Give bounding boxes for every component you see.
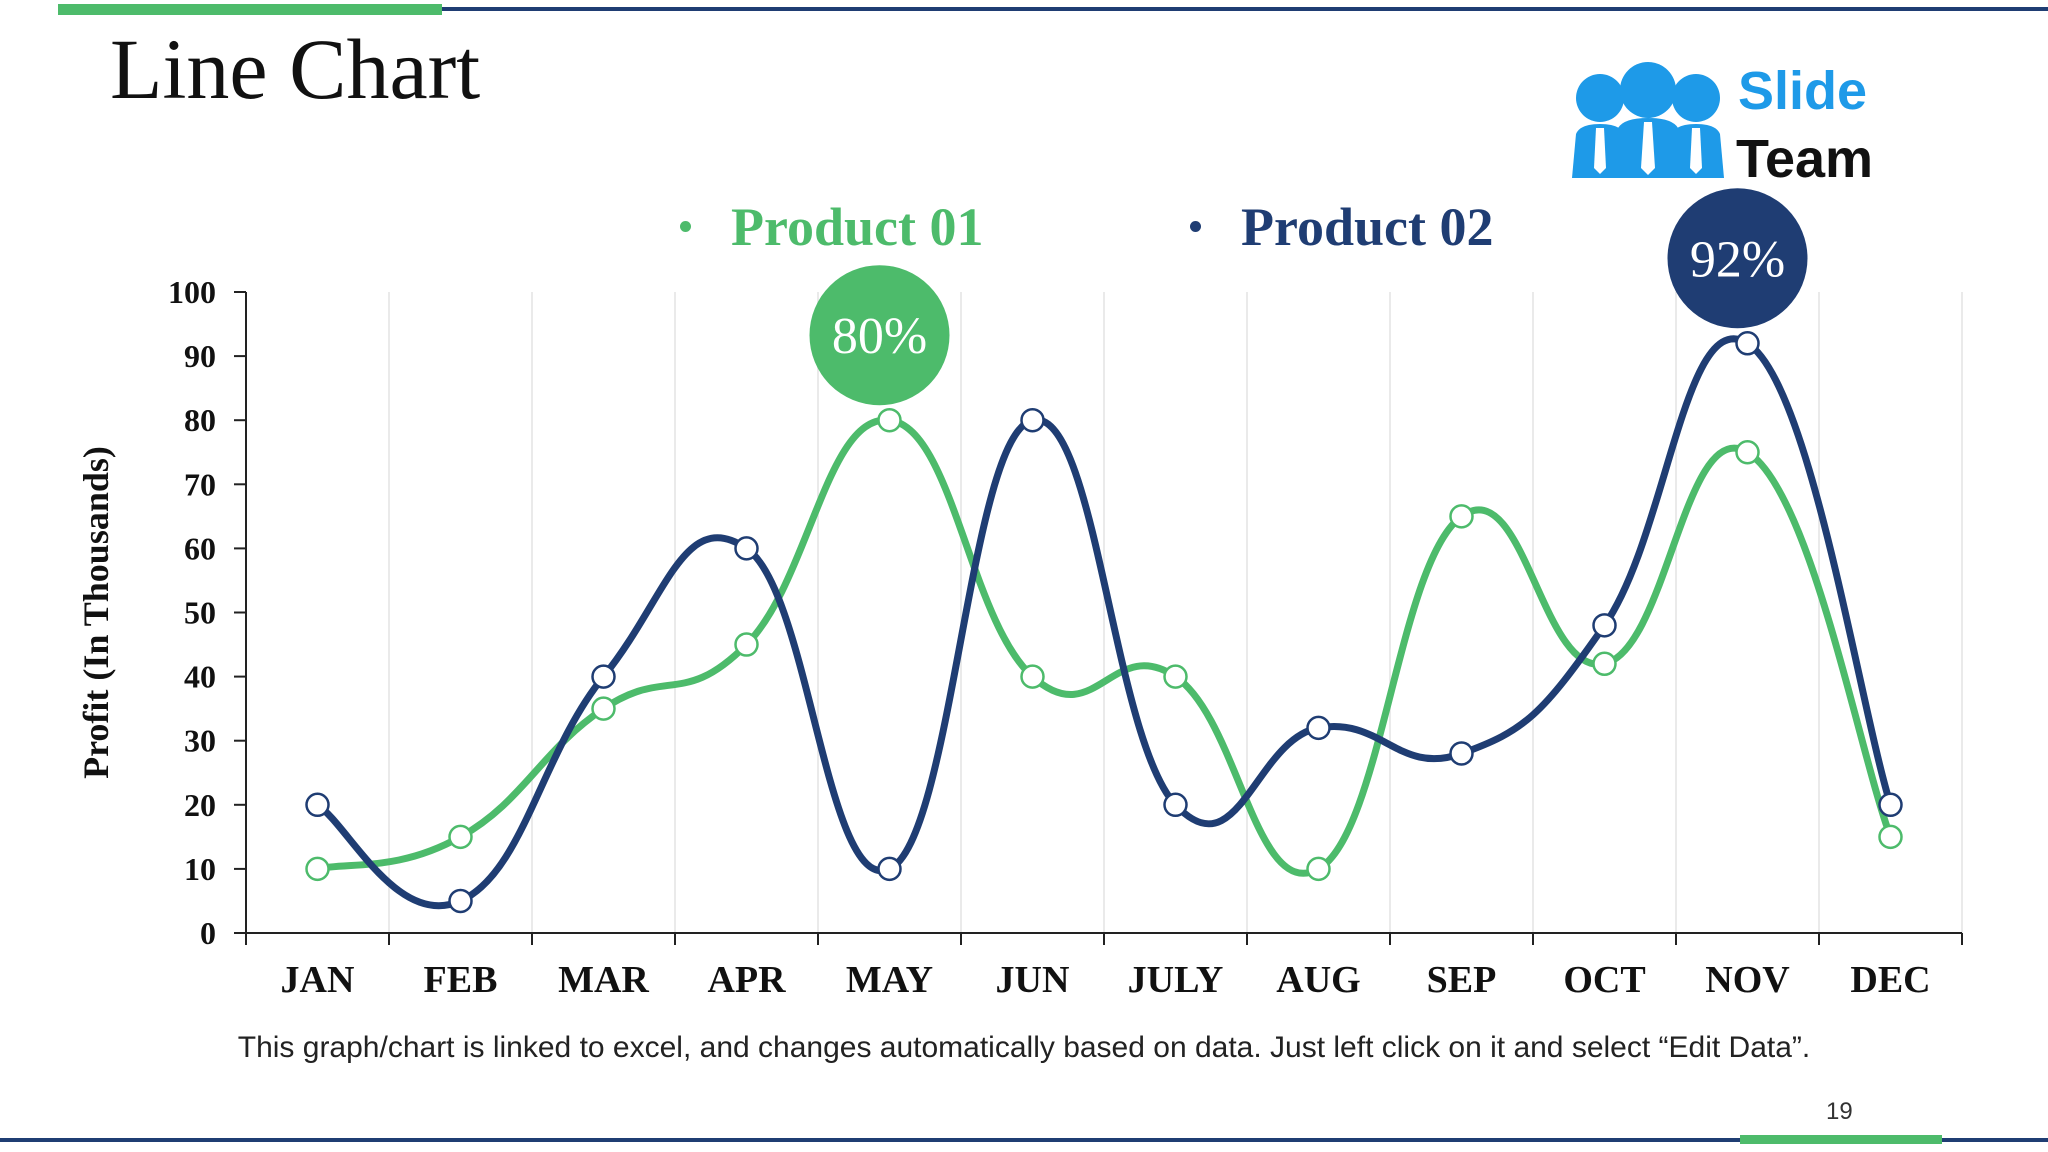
logo-text-slide: Slide <box>1738 61 1868 121</box>
x-tick-label: JAN <box>281 959 355 1001</box>
y-tick-label: 30 <box>184 723 216 759</box>
data-point-product-01 <box>1449 504 1474 529</box>
data-point-product-02 <box>1163 792 1188 818</box>
logo-text-team: Team <box>1736 129 1874 189</box>
bottom-accent-bar <box>1740 1135 1942 1144</box>
data-point-product-01 <box>1306 856 1331 882</box>
x-tick-label: JUN <box>996 959 1070 1001</box>
peak-annotation-label: 92% <box>1690 231 1785 288</box>
y-tick-label: 0 <box>200 915 216 951</box>
legend-dot-product-01 <box>680 221 691 233</box>
x-tick-label: NOV <box>1705 959 1790 1001</box>
x-tick-label: AUG <box>1276 959 1360 1001</box>
y-tick-label: 60 <box>184 530 216 566</box>
chart-caption: This graph/chart is linked to excel, and… <box>237 1031 1811 1064</box>
data-point-product-01 <box>305 856 330 882</box>
y-tick-label: 10 <box>184 851 216 887</box>
people-group-icon <box>1572 62 1724 178</box>
data-point-product-01 <box>448 824 473 850</box>
peak-annotation-bubble <box>1667 188 1808 329</box>
x-tick-label: SEP <box>1427 959 1497 1001</box>
y-axis-title: Profit (In Thousands) <box>76 446 116 779</box>
y-tick-label: 90 <box>184 338 216 374</box>
y-tick-label: 100 <box>168 274 216 310</box>
data-point-product-02 <box>734 536 759 561</box>
data-point-product-02 <box>305 792 330 818</box>
data-point-product-02 <box>1020 407 1045 433</box>
data-point-product-02 <box>1878 792 1903 818</box>
legend-product-01: Product 01 <box>680 196 984 258</box>
x-tick-label: FEB <box>424 959 498 1001</box>
top-rule <box>58 7 2048 11</box>
data-point-product-01 <box>591 696 616 721</box>
y-tick-label: 70 <box>184 466 216 502</box>
data-point-product-02 <box>1735 331 1760 356</box>
bottom-rule <box>0 1138 2048 1142</box>
x-tick-label: OCT <box>1563 959 1645 1001</box>
slideteam-logo: Slide Team <box>1568 56 1898 186</box>
data-point-product-02 <box>591 664 616 689</box>
y-tick-label: 80 <box>184 402 216 438</box>
peak-annotation-label: 80% <box>832 308 927 365</box>
data-point-product-01 <box>1878 824 1903 850</box>
legend-product-02: Product 02 <box>1190 196 1494 258</box>
legend-dot-product-02 <box>1190 221 1201 233</box>
legend-label-product-02: Product 02 <box>1241 197 1494 257</box>
x-tick-label: MAR <box>558 959 649 1001</box>
x-tick-label: MAY <box>846 959 933 1001</box>
data-point-product-01 <box>877 407 902 433</box>
data-point-product-02 <box>1592 613 1617 638</box>
data-point-product-01 <box>734 632 759 657</box>
data-point-product-01 <box>1735 440 1760 465</box>
data-point-product-02 <box>448 888 473 914</box>
top-accent-bar <box>58 4 442 15</box>
y-tick-label: 50 <box>184 595 216 631</box>
x-tick-label: JULY <box>1128 959 1224 1001</box>
data-point-product-02 <box>1449 741 1474 766</box>
peak-annotation-bubble <box>809 265 950 406</box>
y-tick-label: 40 <box>184 659 216 695</box>
legend-label-product-01: Product 01 <box>731 197 984 257</box>
y-tick-label: 20 <box>184 787 216 823</box>
data-point-product-01 <box>1163 664 1188 689</box>
data-point-product-01 <box>1592 651 1617 677</box>
data-point-product-02 <box>1306 715 1331 741</box>
x-tick-label: DEC <box>1850 959 1930 1001</box>
x-tick-label: APR <box>707 959 786 1001</box>
data-point-product-02 <box>877 856 902 882</box>
slide-title: Line Chart <box>110 21 481 117</box>
data-point-product-01 <box>1020 664 1045 689</box>
series-line-product-02 <box>314 335 1894 910</box>
page-number: 19 <box>1826 1098 1853 1125</box>
